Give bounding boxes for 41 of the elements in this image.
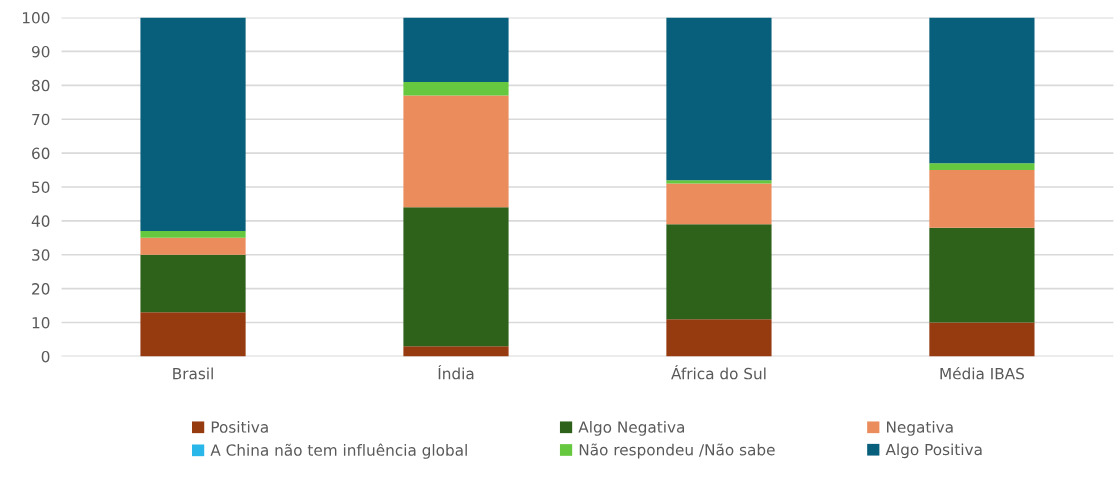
legend-label: Não respondeu /Não sabe — [579, 443, 775, 459]
bar — [666, 224, 772, 320]
y-tick-label: 90 — [31, 45, 50, 58]
y-tick-label: 10 — [32, 317, 50, 329]
bar — [666, 319, 772, 357]
y-tick-label: 50 — [32, 181, 50, 194]
legend-label: Positiva — [211, 421, 268, 433]
bar — [403, 17, 509, 82]
x-tick-label: Média IBAS — [940, 366, 1025, 380]
y-tick-label: 0 — [41, 350, 50, 363]
bar — [140, 312, 246, 357]
legend-label: Negativa — [887, 421, 953, 436]
y-tick-label: 30 — [32, 249, 50, 261]
bar — [403, 95, 509, 208]
x-tick-label: África do Sul — [671, 365, 766, 380]
y-tick-label: 20 — [32, 283, 50, 295]
y-tick-label: 100 — [22, 12, 50, 24]
legend-label: A China não tem influência global — [210, 443, 467, 459]
y-tick-label: 60 — [32, 147, 50, 160]
bar — [929, 227, 1035, 323]
y-tick-label: 80 — [32, 79, 50, 92]
bar — [929, 170, 1035, 228]
bar — [666, 17, 772, 181]
bar — [140, 254, 246, 313]
bar — [666, 180, 772, 184]
x-tick-label: Brasil — [173, 367, 213, 380]
bar — [929, 322, 1035, 357]
y-tick-label: 40 — [31, 215, 50, 227]
y-tick-label: 70 — [32, 113, 50, 126]
bar — [929, 17, 1035, 164]
legend-label: Algo Positiva — [885, 443, 982, 459]
bar — [403, 346, 509, 357]
bar — [666, 183, 772, 225]
bar — [140, 237, 246, 255]
x-tick-label: Índia — [438, 365, 474, 380]
bar — [403, 207, 509, 347]
bar — [140, 17, 246, 232]
bar — [403, 81, 509, 96]
bar — [929, 163, 1035, 171]
legend-label: Algo Negativa — [578, 421, 685, 436]
bar — [140, 231, 246, 238]
